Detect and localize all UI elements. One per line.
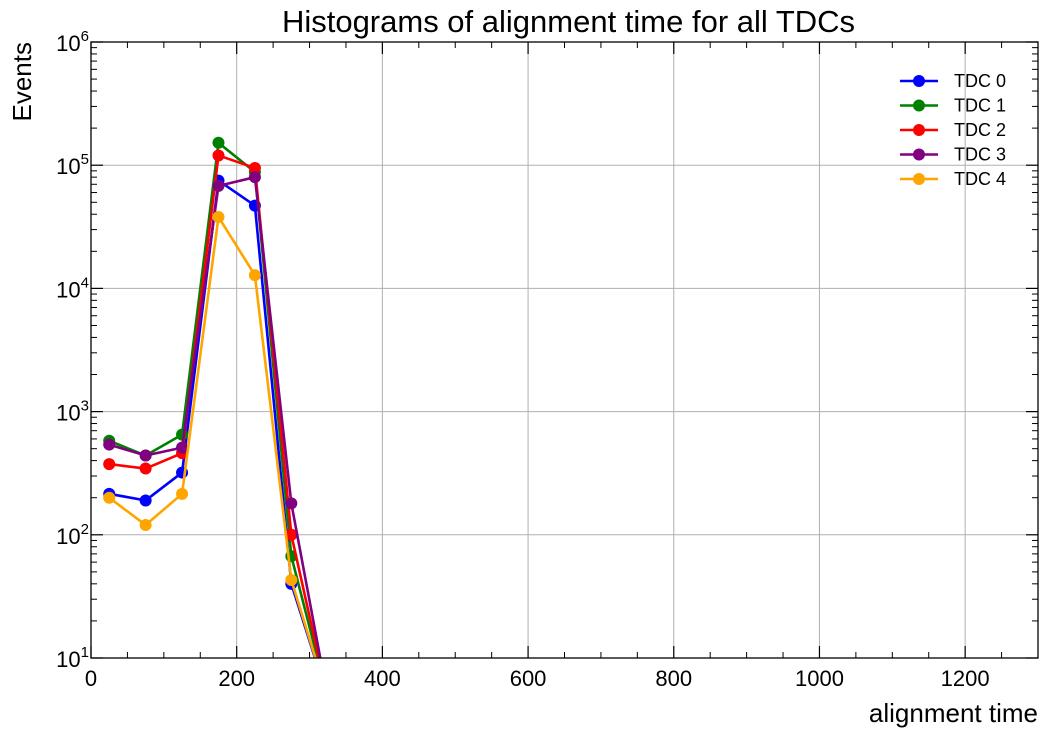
y-tick-label: 103 [56,398,89,426]
y-tick-label: 104 [56,274,89,302]
x-tick-label: 1000 [795,666,844,691]
legend: TDC 0 TDC 1 TDC 2 TDC 3 TDC 4 [900,71,1006,189]
data-point [139,519,152,532]
legend-label: TDC 4 [954,169,1006,189]
data-point [139,462,152,475]
legend-label: TDC 1 [954,96,1006,116]
x-axis-label: alignment time [869,698,1038,728]
y-axis-label: Events [7,42,37,122]
legend-item: TDC 0 [900,71,1006,91]
ticks [90,41,1038,659]
legend-item: TDC 3 [900,145,1006,165]
data-point [176,441,189,454]
legend-marker [913,148,925,161]
data-point [248,161,261,174]
y-tick-label: 101 [56,644,89,672]
grid [90,42,1038,658]
data-point [212,136,225,149]
data-point [285,528,298,541]
series-tdc-0 [103,174,317,658]
x-tick-label: 200 [218,666,255,691]
x-tick-label: 400 [364,666,401,691]
y-tick-label: 106 [56,28,89,56]
x-tick-label: 1200 [941,666,990,691]
chart-title: Histograms of alignment time for all TDC… [282,4,855,39]
data-point [248,171,261,184]
series-tdc-4 [103,210,317,658]
legend-marker [913,99,925,112]
series-tdc-2 [103,149,321,658]
data-point [103,491,116,504]
legend-item: TDC 2 [900,120,1006,140]
series-line [108,179,317,658]
data-point [176,487,189,500]
series-line [108,175,322,658]
data-point [285,573,298,586]
data-point [248,269,261,282]
data-point [103,458,116,471]
x-tick-label: 0 [85,666,97,691]
legend-label: TDC 3 [954,145,1006,165]
series-tdc-3 [103,171,322,658]
data-point [139,494,152,507]
y-tick-label: 102 [56,521,89,549]
legend-label: TDC 0 [954,71,1006,91]
data-point [212,149,225,162]
tick-labels: 0 200 400 600 800 1000 1200 101 102 103 104 105 106 [56,28,989,691]
series-group [103,136,322,658]
x-tick-label: 600 [510,666,547,691]
legend-marker [913,75,925,87]
data-point [285,497,298,510]
legend-marker [913,124,925,136]
x-tick-label: 800 [655,666,692,691]
data-point [212,179,225,192]
legend-label: TDC 2 [954,120,1006,140]
data-point [103,438,116,451]
y-tick-label: 105 [56,151,89,179]
data-point [139,449,152,462]
plot-frame [90,41,1039,659]
legend-item: TDC 4 [900,169,1006,189]
series-line [109,154,321,658]
legend-item: TDC 1 [900,96,1006,116]
legend-marker [913,173,925,185]
data-point [212,210,225,223]
